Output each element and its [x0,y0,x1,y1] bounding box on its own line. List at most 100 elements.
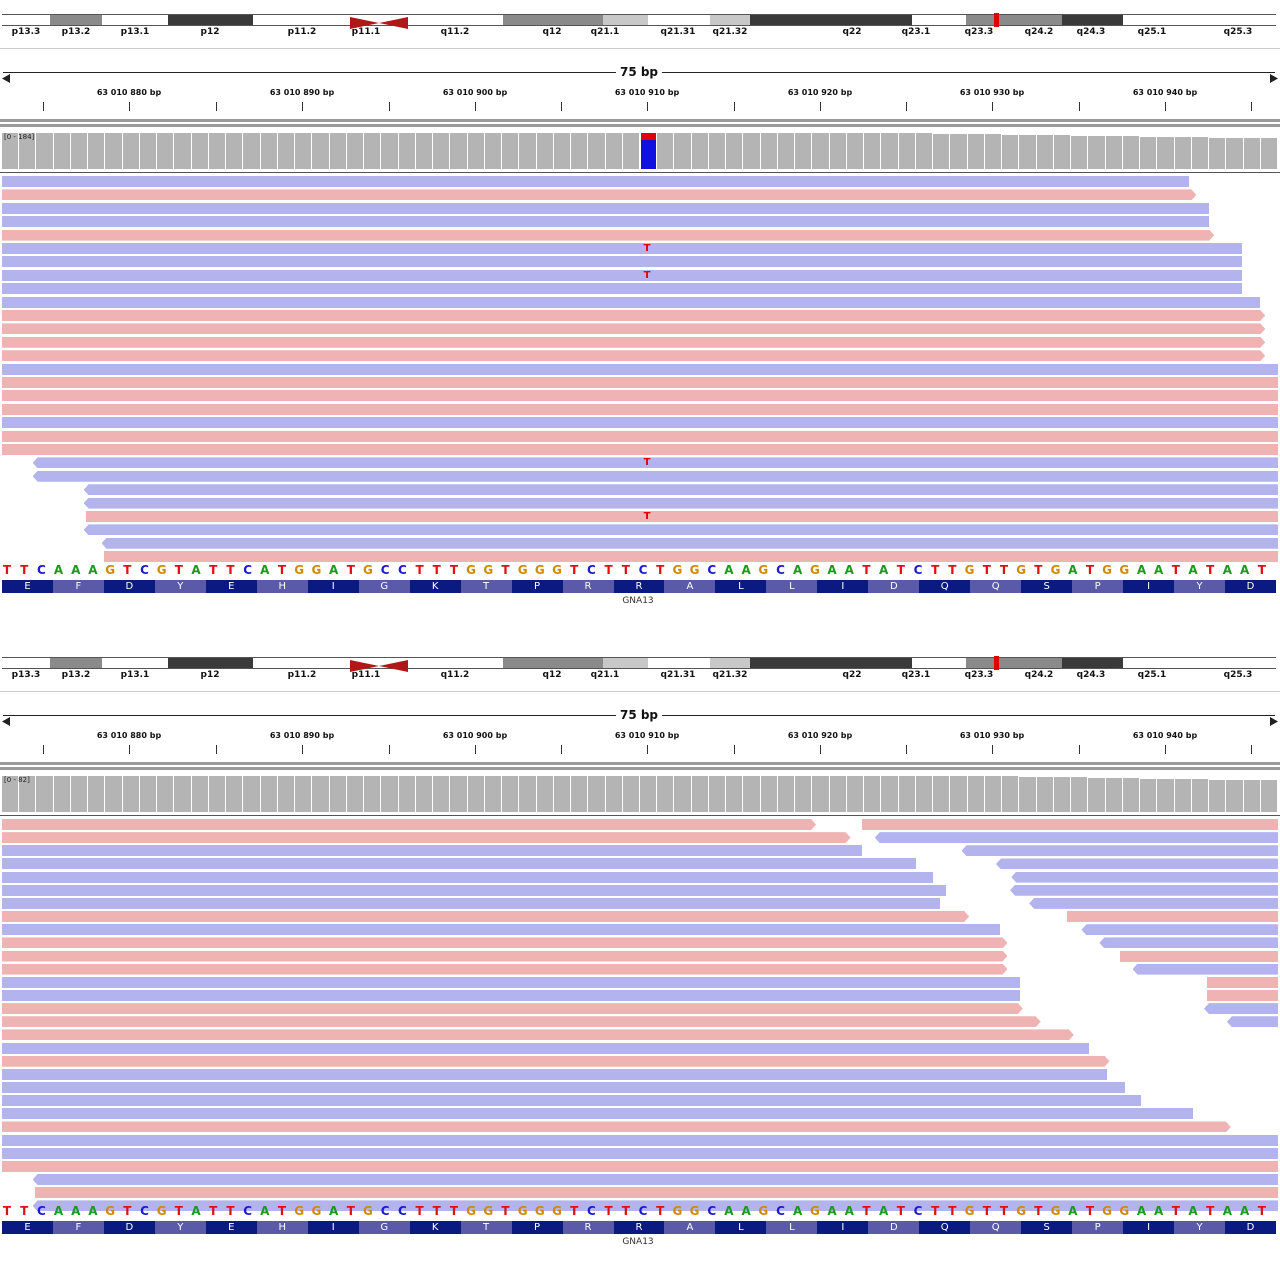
read-reverse[interactable] [2,884,947,896]
read-reverse[interactable] [2,845,863,857]
read-reverse[interactable] [2,989,1021,1001]
read-reverse[interactable] [1081,924,1278,936]
read-forward[interactable] [1119,950,1278,962]
read-reverse[interactable] [2,1068,1108,1080]
read-reverse[interactable] [32,1174,1278,1186]
read-forward[interactable] [2,911,969,922]
read-forward[interactable] [1206,976,1278,988]
read-forward[interactable] [2,832,851,843]
read-reverse[interactable] [2,243,1243,254]
read-reverse[interactable] [2,216,1210,228]
read-reverse[interactable] [2,1134,1278,1146]
reference-base: G [311,563,322,577]
variant-coverage-bar[interactable] [641,133,658,169]
read-reverse[interactable] [2,1108,1193,1120]
read-reverse[interactable] [996,858,1278,870]
read-forward[interactable] [2,937,1007,948]
read-reverse[interactable] [83,484,1278,496]
read-forward[interactable] [2,1016,1041,1027]
read-reverse[interactable] [2,256,1243,268]
read-reverse[interactable] [2,897,940,909]
read-reverse[interactable] [2,1147,1278,1159]
coverage-bar [881,776,899,812]
read-reverse[interactable] [874,832,1278,844]
chromosome-ideogram[interactable]: p13.3 p13.2 p13.1 p12 p11.2 p11.1 q11.2 q12 q21.… [0,655,1280,685]
reference-base: T [432,1204,441,1218]
read-reverse[interactable] [32,470,1278,482]
read-reverse[interactable] [1099,937,1278,949]
reference-base: A [878,1204,889,1218]
coverage-track[interactable]: [0 - 184] [0,131,1280,171]
coverage-bar [1140,136,1158,169]
read-reverse[interactable] [32,457,1278,469]
read-forward[interactable] [862,819,1278,830]
read-forward[interactable] [2,323,1265,334]
read-reverse[interactable] [1010,884,1278,896]
read-forward[interactable] [2,310,1265,321]
current-region-marker[interactable] [994,13,999,27]
read-reverse[interactable] [2,296,1261,308]
gene-name-label[interactable]: GNA13 [622,1237,654,1247]
cytoband-q11.2 [408,658,503,668]
read-reverse[interactable] [2,363,1278,375]
read-forward[interactable] [2,1121,1231,1132]
read-forward[interactable] [2,964,1007,975]
read-reverse[interactable] [961,845,1278,857]
amino-acid: I [1123,1221,1175,1234]
read-reverse[interactable] [2,176,1189,187]
read-forward[interactable] [2,1003,1023,1014]
read-reverse[interactable] [2,924,1000,936]
read-reverse[interactable] [2,202,1210,214]
chromosome-ideogram[interactable]: p13.3 p13.2 p13.1 p12 p11.2 p11.1 q11.2 q12 q21.… [0,12,1280,42]
coverage-bar [1036,135,1054,169]
read-forward[interactable] [1206,989,1278,1001]
read-reverse[interactable] [2,858,916,870]
ruler-tick-label: 63 010 890 bp [269,88,335,97]
read-reverse[interactable] [1029,897,1278,909]
gene-name-label[interactable]: GNA13 [622,596,654,606]
cytoband-p12 [168,658,253,668]
read-forward[interactable] [2,189,1196,200]
read-reverse[interactable] [2,283,1243,295]
read-forward[interactable] [2,951,1007,962]
read-reverse[interactable] [2,1082,1125,1093]
read-reverse[interactable] [2,269,1243,281]
read-reverse[interactable] [1226,1016,1278,1028]
ruler-tick-label: 63 010 940 bp [1132,88,1198,97]
read-reverse[interactable] [83,524,1278,536]
current-region-marker[interactable] [994,656,999,670]
read-reverse[interactable] [2,1042,1090,1054]
read-reverse[interactable] [32,1200,1278,1212]
read-forward[interactable] [2,403,1278,415]
read-forward[interactable] [86,511,1278,522]
coverage-bar [967,134,985,169]
read-reverse[interactable] [2,871,934,883]
read-forward[interactable] [2,350,1265,361]
read-forward[interactable] [1067,911,1278,923]
read-reverse[interactable] [83,497,1278,509]
read-reverse[interactable] [101,537,1278,549]
read-forward[interactable] [2,430,1278,442]
read-reverse[interactable] [2,417,1278,429]
read-forward[interactable] [2,1160,1278,1172]
read-reverse[interactable] [1203,1003,1278,1015]
amino-acid: P [1072,1221,1124,1234]
read-forward[interactable] [2,1029,1074,1040]
read-forward[interactable] [35,1187,1278,1199]
reference-base: T [277,563,287,577]
coverage-track[interactable]: [0 - 82] [0,774,1280,814]
read-reverse[interactable] [1011,871,1278,883]
reference-base: C [243,563,253,577]
read-reverse[interactable] [1132,963,1278,975]
read-forward[interactable] [2,444,1278,455]
read-forward[interactable] [2,1056,1110,1067]
read-forward[interactable] [104,551,1278,563]
read-forward[interactable] [2,377,1278,388]
read-forward[interactable] [2,337,1265,348]
reference-base: T [948,1204,957,1218]
read-reverse[interactable] [2,1095,1142,1107]
read-forward[interactable] [2,230,1214,241]
read-reverse[interactable] [2,976,1021,988]
read-forward[interactable] [2,819,816,830]
read-forward[interactable] [2,390,1278,402]
